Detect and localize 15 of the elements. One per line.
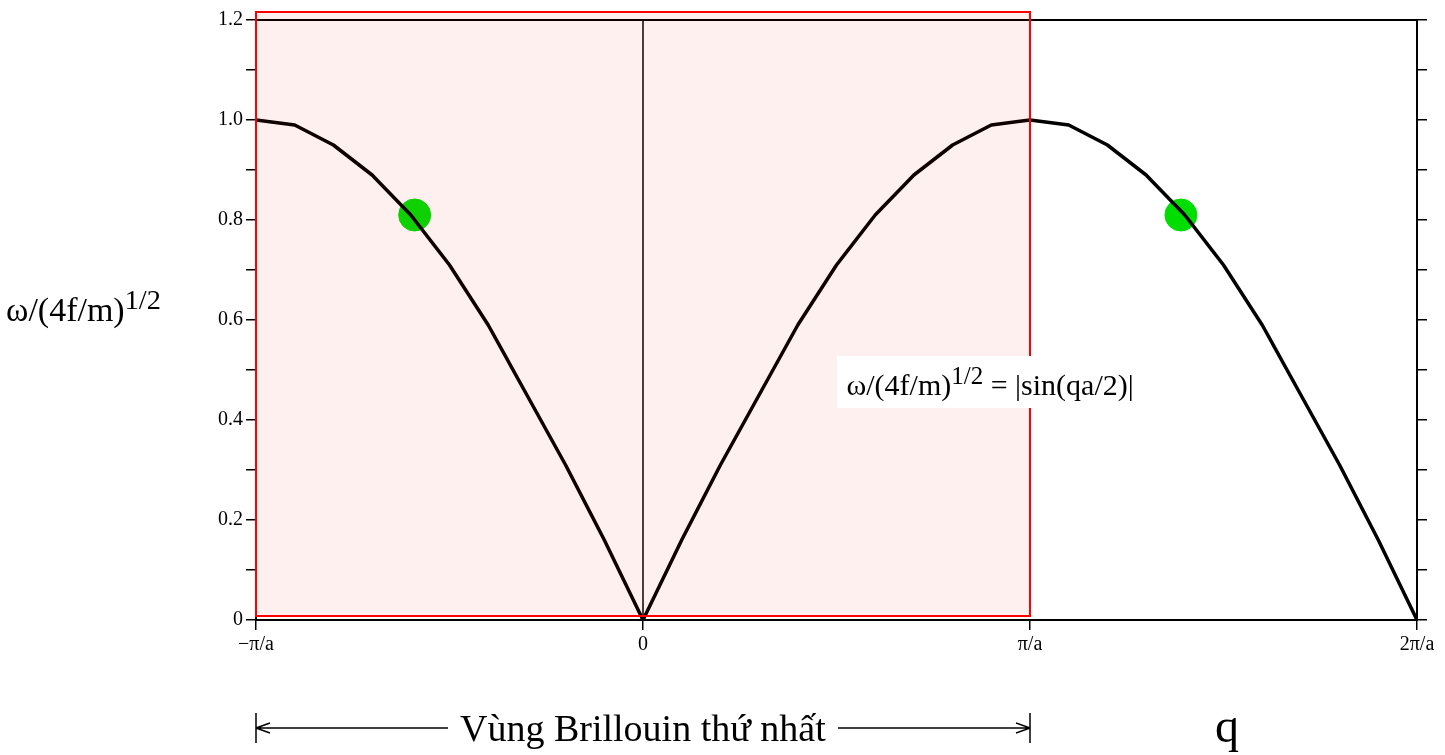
x-tick-label: π/a	[1017, 632, 1043, 655]
y-tick-label: 0.4	[218, 407, 243, 430]
y-tick-label: 0.6	[218, 307, 243, 330]
annotation: ω/(4f/m)$^{1/2}$ = |sin(qa/2)|	[836, 356, 1144, 408]
y-tick-label: 0.8	[218, 207, 243, 230]
y-tick-label: 1.2	[218, 7, 243, 30]
y-tick-label: 1.0	[218, 107, 243, 130]
band-label: Vùng Brillouin thứ nhất	[448, 706, 838, 750]
y-tick-label: 0.2	[218, 507, 243, 530]
x-axis-title: q	[1215, 699, 1239, 752]
y-tick-label: 0	[233, 607, 243, 630]
y-axis-title: ω/(4f/m)$^{1/2}$	[2, 280, 165, 334]
x-tick-label: 2π/a	[1399, 632, 1435, 655]
x-tick-label: −π/a	[238, 632, 275, 655]
x-tick-label: 0	[638, 632, 648, 655]
